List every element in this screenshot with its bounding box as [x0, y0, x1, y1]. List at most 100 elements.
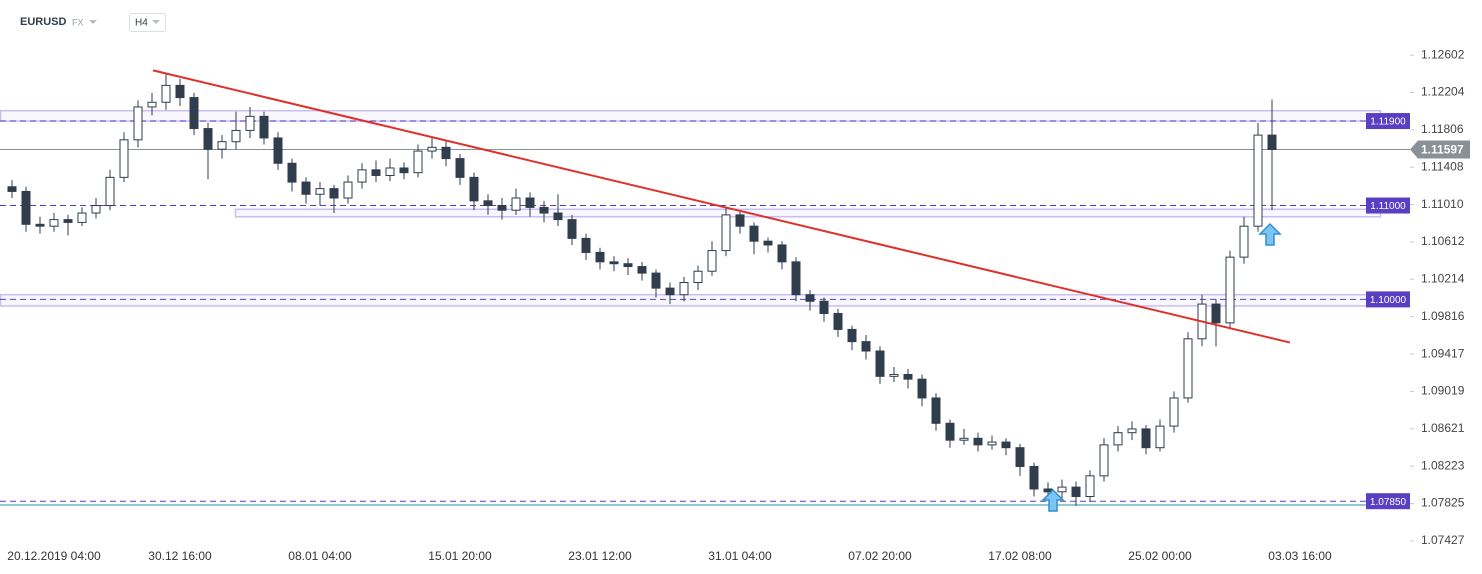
candle-body [637, 266, 647, 274]
x-tick-label: 07.02 20:00 [848, 549, 912, 563]
candle-body [1113, 432, 1123, 446]
candle-body [63, 219, 73, 223]
y-tick-label: 1.11408 [1421, 159, 1464, 173]
y-tick-label: 1.10214 [1421, 271, 1465, 285]
y-tick-label: 1.08223 [1421, 458, 1465, 472]
y-tick-label: 1.11010 [1421, 197, 1464, 211]
candle-body [35, 223, 45, 227]
candle-body [889, 373, 899, 377]
candle-body [469, 176, 479, 202]
level-tag [1366, 493, 1410, 510]
candle-body [511, 197, 521, 211]
last-price-tag [1410, 140, 1470, 159]
y-tick-label: 1.07825 [1421, 496, 1465, 510]
candle-body [21, 190, 31, 225]
x-tick-label: 30.12 16:00 [148, 549, 212, 563]
candle-body [287, 162, 297, 183]
candle-body [105, 176, 115, 207]
candle-body [1155, 425, 1165, 449]
y-tick-label: 1.09816 [1421, 309, 1465, 323]
candle-body [399, 167, 409, 174]
y-tick-label: 1.10612 [1421, 234, 1465, 248]
candle-body [77, 212, 87, 223]
candle-body [315, 188, 325, 195]
candle-body [1071, 486, 1081, 497]
y-tick-label: 1.12204 [1421, 85, 1465, 99]
candle-body [1211, 303, 1221, 324]
candle-body [1029, 465, 1039, 490]
dropdown-caret[interactable] [152, 20, 160, 24]
candle-body [1127, 428, 1137, 434]
candle-body [357, 169, 367, 183]
y-tick-label: 1.08621 [1421, 421, 1465, 435]
candle-body [497, 205, 507, 211]
level-tag [1366, 197, 1410, 214]
x-tick-label: 31.01 04:00 [708, 549, 772, 563]
x-tick-label: 23.01 12:00 [568, 549, 632, 563]
y-tick-label: 1.09019 [1421, 384, 1465, 398]
candle-body [777, 244, 787, 263]
candle-body [1141, 428, 1151, 449]
candle-body [539, 206, 549, 214]
candle-body [161, 84, 171, 103]
arrow-icon [1258, 222, 1282, 246]
candle-body [217, 141, 227, 150]
candle-body [749, 225, 759, 242]
candle-body [525, 197, 535, 208]
zone [0, 109, 1382, 122]
level-label: 1.07850 [1370, 497, 1407, 508]
candle-body [189, 97, 199, 130]
interval[interactable]: H4 [135, 18, 148, 29]
candle-body [203, 128, 213, 150]
interval-box[interactable] [129, 13, 166, 32]
candle-body [987, 441, 997, 446]
level-label: 1.10000 [1370, 295, 1407, 306]
candle-body [329, 188, 339, 199]
candle-body [385, 167, 395, 176]
symbol[interactable]: EURUSD [20, 16, 67, 28]
candle-body [763, 240, 773, 246]
market: FX [72, 17, 84, 27]
level-tag [1366, 291, 1410, 308]
candle-body [847, 328, 857, 343]
zone [234, 208, 1382, 218]
x-tick-label: 03.03 16:00 [1268, 549, 1332, 563]
x-tick-label: 25.02 00:00 [1128, 549, 1192, 563]
x-tick-label: 17.02 08:00 [988, 549, 1052, 563]
candle-body [651, 272, 661, 289]
candle-body [805, 294, 815, 302]
candle-body [553, 212, 563, 221]
y-tick-label: 1.11806 [1421, 122, 1464, 136]
candle-body [707, 250, 717, 272]
candle-body [231, 129, 241, 143]
candle-body [623, 263, 633, 268]
y-tick-label: 1.12602 [1421, 47, 1465, 61]
x-tick-label: 20.12.2019 04:00 [7, 549, 101, 563]
candle-body [245, 115, 255, 131]
candle-body [875, 350, 885, 377]
y-tick-label: 1.07427 [1421, 533, 1465, 547]
candle-body [679, 281, 689, 296]
candle-body [1225, 256, 1235, 324]
candle-body [1001, 441, 1011, 449]
level-label: 1.11900 [1370, 117, 1406, 128]
dropdown-caret[interactable] [89, 20, 97, 24]
level-label: 1.11000 [1370, 201, 1406, 212]
candle-body [609, 261, 619, 265]
candle-body [791, 261, 801, 296]
x-tick-label: 08.01 04:00 [288, 549, 352, 563]
candle-body [931, 397, 941, 424]
candle-body [343, 181, 353, 199]
candle-body [175, 84, 185, 99]
candle-body [455, 158, 465, 178]
candle-body [7, 186, 17, 192]
candle-body [819, 300, 829, 314]
candle-body [945, 422, 955, 441]
candle-body [903, 373, 913, 380]
y-tick-label: 1.09417 [1421, 346, 1465, 360]
candle-body [1085, 475, 1095, 497]
candle-body [665, 287, 675, 296]
